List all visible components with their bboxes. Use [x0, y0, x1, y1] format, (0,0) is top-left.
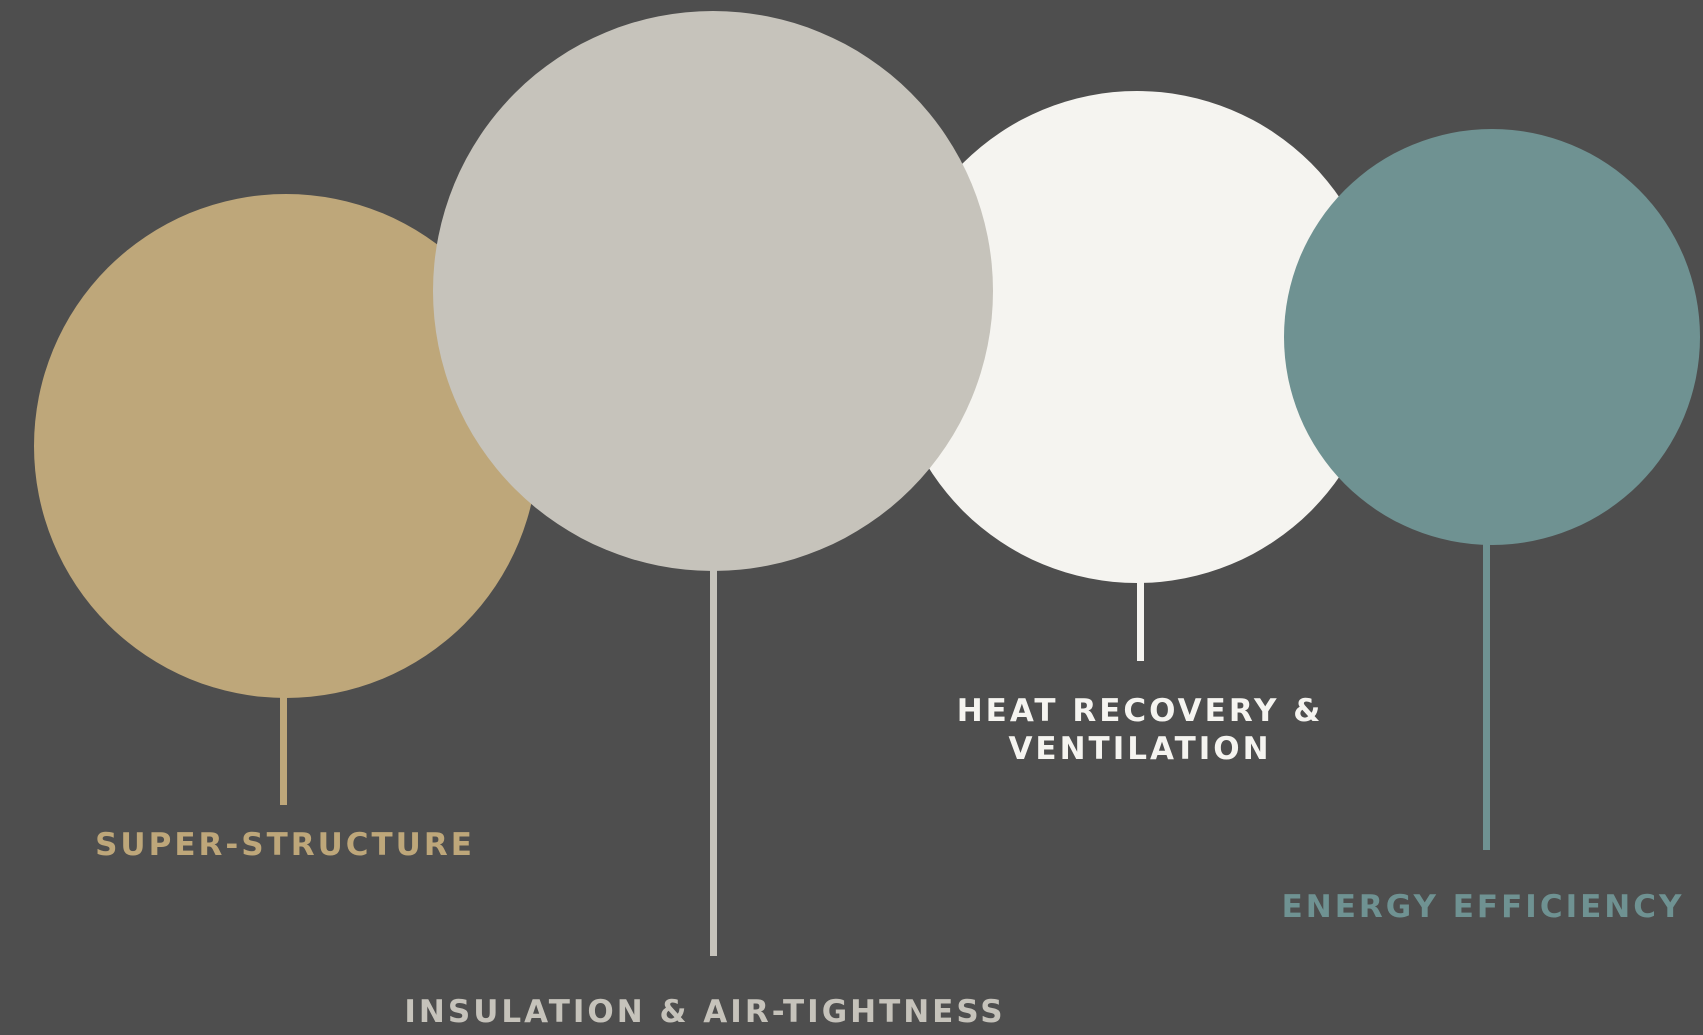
energy-efficiency-label-line-1: ENERGY EFFICIENCY: [1281, 889, 1685, 925]
heat-recovery-label-line-1: HEAT RECOVERY &: [956, 693, 1324, 729]
energy-circle: [1284, 129, 1700, 545]
heat-stem: [1137, 575, 1144, 661]
superstructure-circle: [34, 194, 538, 698]
insulation-circle: [433, 11, 993, 571]
heat-circle: [891, 91, 1383, 583]
heat-recovery-label: HEAT RECOVERY & VENTILATION: [895, 692, 1385, 768]
insulation-label: INSULATION & AIR-TIGHTNESS: [375, 993, 1035, 1031]
superstructure-label: SUPER-STRUCTURE: [70, 826, 500, 864]
superstructure-label-line-1: SUPER-STRUCTURE: [95, 827, 475, 863]
energy-stem: [1483, 540, 1490, 850]
insulation-stem: [710, 565, 717, 956]
superstructure-stem: [280, 695, 287, 805]
insulation-label-line-1: INSULATION & AIR-TIGHTNESS: [404, 994, 1006, 1030]
energy-efficiency-label: ENERGY EFFICIENCY: [1265, 888, 1701, 926]
heat-recovery-label-line-2: VENTILATION: [1008, 731, 1272, 767]
